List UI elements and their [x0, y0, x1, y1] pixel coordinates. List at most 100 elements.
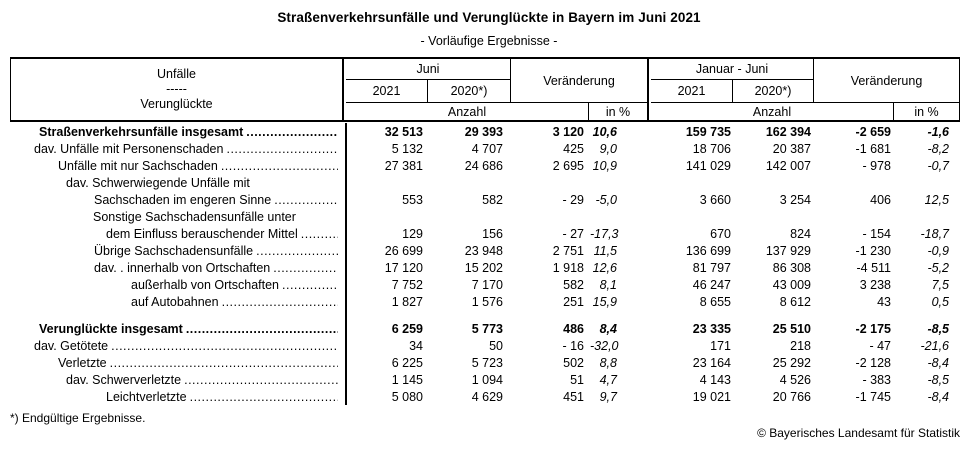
cell-0: 6 225 — [391, 356, 423, 370]
cell-3: 15,9 — [592, 295, 617, 309]
cell-0: 17 120 — [384, 261, 423, 275]
cell-2: 425 — [563, 142, 584, 156]
cell-7: -8,5 — [927, 322, 949, 336]
cell-5: 162 394 — [765, 125, 811, 139]
cell-4: 159 735 — [685, 125, 731, 139]
cell-3: 11,5 — [593, 244, 617, 258]
cell-5: 20 387 — [772, 142, 811, 156]
cell-0: 26 699 — [384, 244, 423, 258]
cell-0: 27 381 — [384, 159, 423, 173]
header-group-juni: Juni — [346, 59, 510, 80]
cell-6: 3 238 — [859, 278, 891, 292]
cell-0: 5 080 — [391, 390, 423, 404]
row-label: Unfälle mit nur Sachschaden.............… — [11, 158, 346, 175]
table-row: Unfälle mit nur Sachschaden.............… — [11, 158, 959, 175]
cell-5: 3 254 — [779, 193, 811, 207]
cell-2: - 29 — [562, 193, 584, 207]
cell-7: -18,7 — [920, 227, 950, 241]
cell-2: - 16 — [562, 339, 584, 353]
header-in-percent-2: in % — [914, 104, 939, 119]
dot-leader: ........................................… — [274, 193, 338, 207]
cell-5: 824 — [790, 227, 811, 241]
table-row: Übrige Sachschadensunfälle..............… — [11, 243, 959, 260]
dot-leader: ........................................… — [282, 278, 338, 292]
table-row: Verunglückte insgesamt..................… — [11, 321, 959, 338]
cell-3: 10,9 — [592, 159, 617, 173]
cell-0: 553 — [402, 193, 423, 207]
header-change-2: Veränderung — [813, 59, 959, 103]
cell-2: 486 — [563, 322, 584, 336]
cell-1: 156 — [482, 227, 503, 241]
cell-7: -1,6 — [927, 125, 949, 139]
row-label-text: auf Autobahnen — [131, 295, 219, 309]
row-label-text: Unfälle mit nur Sachschaden — [58, 159, 218, 173]
cell-6: -1 745 — [855, 390, 891, 404]
cell-2: 1 918 — [552, 261, 584, 275]
cell-4: 19 021 — [692, 390, 731, 404]
cell-2: 502 — [563, 356, 584, 370]
cell-6: 406 — [870, 193, 891, 207]
header-col-janjuni-2021: 2021 — [651, 80, 733, 103]
header-anzahl-2: Anzahl — [651, 103, 894, 120]
row-label: Sonstige Sachschadensunfälle unter — [11, 209, 346, 226]
cell-2: 451 — [563, 390, 584, 404]
row-label-text: Übrige Sachschadensunfälle — [94, 244, 254, 258]
cell-2: 582 — [563, 278, 584, 292]
row-label-text: dav. Schwerverletzte — [66, 373, 182, 387]
cell-1: 15 202 — [464, 261, 503, 275]
cell-2: 251 — [563, 295, 584, 309]
cell-2: 2 751 — [552, 244, 584, 258]
cell-0: 1 827 — [391, 295, 423, 309]
cell-6: 43 — [877, 295, 891, 309]
cell-2: 51 — [570, 373, 584, 387]
cell-1: 23 948 — [464, 244, 503, 258]
dot-leader: ........................................… — [185, 322, 338, 336]
cell-3: -5,0 — [595, 193, 617, 207]
cell-7: -21,6 — [920, 339, 950, 353]
cell-4: 141 029 — [685, 159, 731, 173]
page-subtitle: - Vorläufige Ergebnisse - — [420, 34, 558, 48]
row-label-text: dav. Getötete — [34, 339, 109, 353]
cell-5: 20 766 — [772, 390, 811, 404]
cell-1: 29 393 — [464, 125, 503, 139]
dot-leader: ........................................… — [220, 159, 338, 173]
stub-line-unfaelle: Unfälle — [157, 67, 196, 81]
cell-5: 43 009 — [772, 278, 811, 292]
cell-6: -1 230 — [855, 244, 891, 258]
cell-1: 1 094 — [471, 373, 503, 387]
cell-6: -4 511 — [856, 261, 891, 275]
cell-0: 5 132 — [391, 142, 423, 156]
row-label: Straßenverkehrsunfälle insgesamt........… — [11, 124, 346, 141]
row-label: dav. Schwerwiegende Unfälle mit — [11, 175, 346, 192]
row-label: dav. Unfälle mit Personenschaden........… — [11, 141, 346, 158]
row-label-text: Sonstige Sachschadensunfälle unter — [93, 210, 296, 224]
cell-2: - 27 — [562, 227, 584, 241]
table-row: dav. Schwerwiegende Unfälle mit — [11, 175, 959, 192]
row-label-text: dem Einfluss berauschender Mittel — [106, 227, 298, 241]
cell-2: 2 695 — [552, 159, 584, 173]
footnote: *) Endgültige Ergebnisse. — [10, 411, 146, 425]
page-title: Straßenverkehrsunfälle und Verunglückte … — [277, 10, 701, 25]
header-col-juni-2021: 2021 — [346, 80, 428, 103]
row-label-text: Verletzte — [58, 356, 107, 370]
row-label: dav. Getötete...........................… — [11, 338, 346, 355]
row-label: Leichtverletzte.........................… — [11, 389, 346, 406]
table-row: Straßenverkehrsunfälle insgesamt........… — [11, 124, 959, 141]
cell-4: 4 143 — [699, 373, 731, 387]
cell-0: 1 145 — [391, 373, 423, 387]
cell-7: -5,2 — [927, 261, 949, 275]
dot-leader: ........................................… — [109, 356, 338, 370]
stub-line-verungglueckte: Verunglückte — [140, 97, 213, 111]
cell-1: 582 — [482, 193, 503, 207]
cell-6: -2 659 — [855, 125, 891, 139]
row-label-text: Sachschaden im engeren Sinne — [94, 193, 272, 207]
cell-4: 670 — [710, 227, 731, 241]
cell-6: - 154 — [862, 227, 892, 241]
dot-leader: ........................................… — [221, 295, 338, 309]
row-label: auf Autobahnen..........................… — [11, 294, 346, 311]
row-label-text: außerhalb von Ortschaften — [131, 278, 279, 292]
dot-leader: ........................................… — [111, 339, 338, 353]
cell-4: 171 — [710, 339, 731, 353]
cell-4: 81 797 — [692, 261, 731, 275]
row-label-text: Verunglückte insgesamt — [39, 322, 183, 336]
